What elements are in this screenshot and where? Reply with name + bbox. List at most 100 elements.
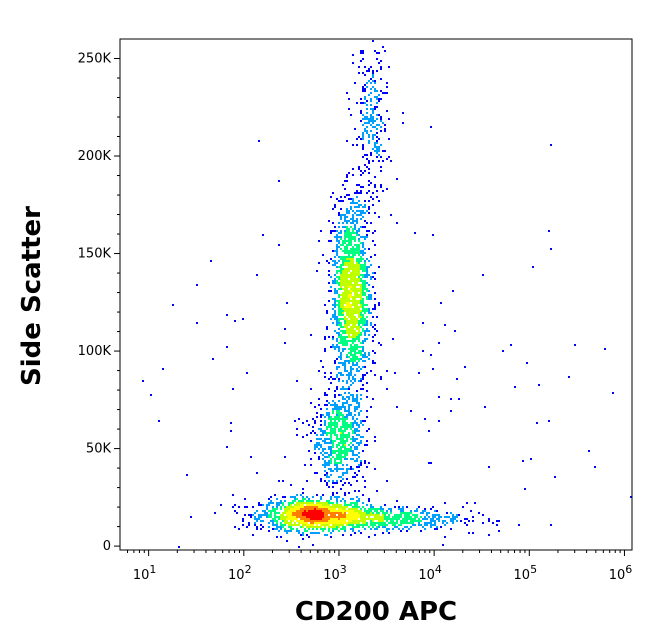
event-dot [340,232,342,234]
event-dot [310,524,312,526]
event-dot [376,102,378,104]
event-dot [334,362,336,364]
event-dot [364,520,366,522]
event-dot [430,526,432,528]
event-dot [350,232,352,234]
event-dot [332,508,334,510]
event-dot [368,500,370,502]
event-dot [340,278,342,280]
event-dot [446,522,448,524]
event-dot [360,302,362,304]
event-dot [316,506,318,508]
event-dot [320,428,322,430]
event-dot [366,356,368,358]
event-dot [354,228,356,230]
event-dot [324,392,326,394]
event-dot [318,442,320,444]
event-dot [286,512,288,514]
event-dot [438,342,440,344]
event-dot [322,430,324,432]
event-dot [296,502,298,504]
event-dot [348,396,350,398]
event-dot [324,520,326,522]
event-dot [280,518,282,520]
event-dot [322,458,324,460]
event-dot [336,266,338,268]
event-dot [368,142,370,144]
event-dot [336,524,338,526]
event-dot [340,218,342,220]
event-dot [364,200,366,202]
event-dot [338,226,340,228]
event-dot [548,420,550,422]
event-dot [362,276,364,278]
event-dot [344,318,346,320]
event-dot [374,126,376,128]
event-dot [366,108,368,110]
event-dot [332,412,334,414]
event-dot [344,310,346,312]
event-dot [358,288,360,290]
event-dot [404,520,406,522]
event-dot [344,526,346,528]
event-dot [466,502,468,504]
event-dot [352,222,354,224]
event-dot [336,276,338,278]
event-dot [330,440,332,442]
event-dot [360,440,362,442]
event-dot [358,456,360,458]
event-dot [286,520,288,522]
event-dot [434,516,436,518]
event-dot [330,446,332,448]
event-dot [356,218,358,220]
event-dot [344,264,346,266]
event-dot [378,516,380,518]
event-dot [400,530,402,532]
event-dot [316,444,318,446]
event-dot [348,312,350,314]
event-dot [456,520,458,522]
event-dot [380,60,382,62]
event-dot [308,514,310,516]
event-dot [302,518,304,520]
event-dot [368,118,370,120]
event-dot [356,280,358,282]
event-dot [316,528,318,530]
event-dot [300,512,302,514]
event-dot [360,312,362,314]
event-dot [366,510,368,512]
event-dot [324,518,326,520]
event-dot [376,518,378,520]
event-dot [368,512,370,514]
event-dot [234,320,236,322]
event-dot [362,374,364,376]
event-dot [430,462,432,464]
event-dot [432,520,434,522]
event-dot [316,442,318,444]
event-dot [284,508,286,510]
event-dot [358,294,360,296]
event-dot [310,526,312,528]
event-dot [358,402,360,404]
event-dot [316,520,318,522]
event-dot [368,334,370,336]
event-dot [340,446,342,448]
event-dot [316,508,318,510]
event-dot [342,534,344,536]
event-dot [390,512,392,514]
event-dot [142,380,144,382]
event-dot [248,524,250,526]
event-dot [350,422,352,424]
event-dot [362,138,364,140]
event-dot [356,102,358,104]
event-dot [346,336,348,338]
y-tick-label: 150K [78,247,112,262]
event-dot [368,122,370,124]
event-dot [354,522,356,524]
event-dot [414,232,416,234]
event-dot [574,344,576,346]
event-dot [332,346,334,348]
event-dot [322,504,324,506]
event-dot [328,522,330,524]
event-dot [348,230,350,232]
